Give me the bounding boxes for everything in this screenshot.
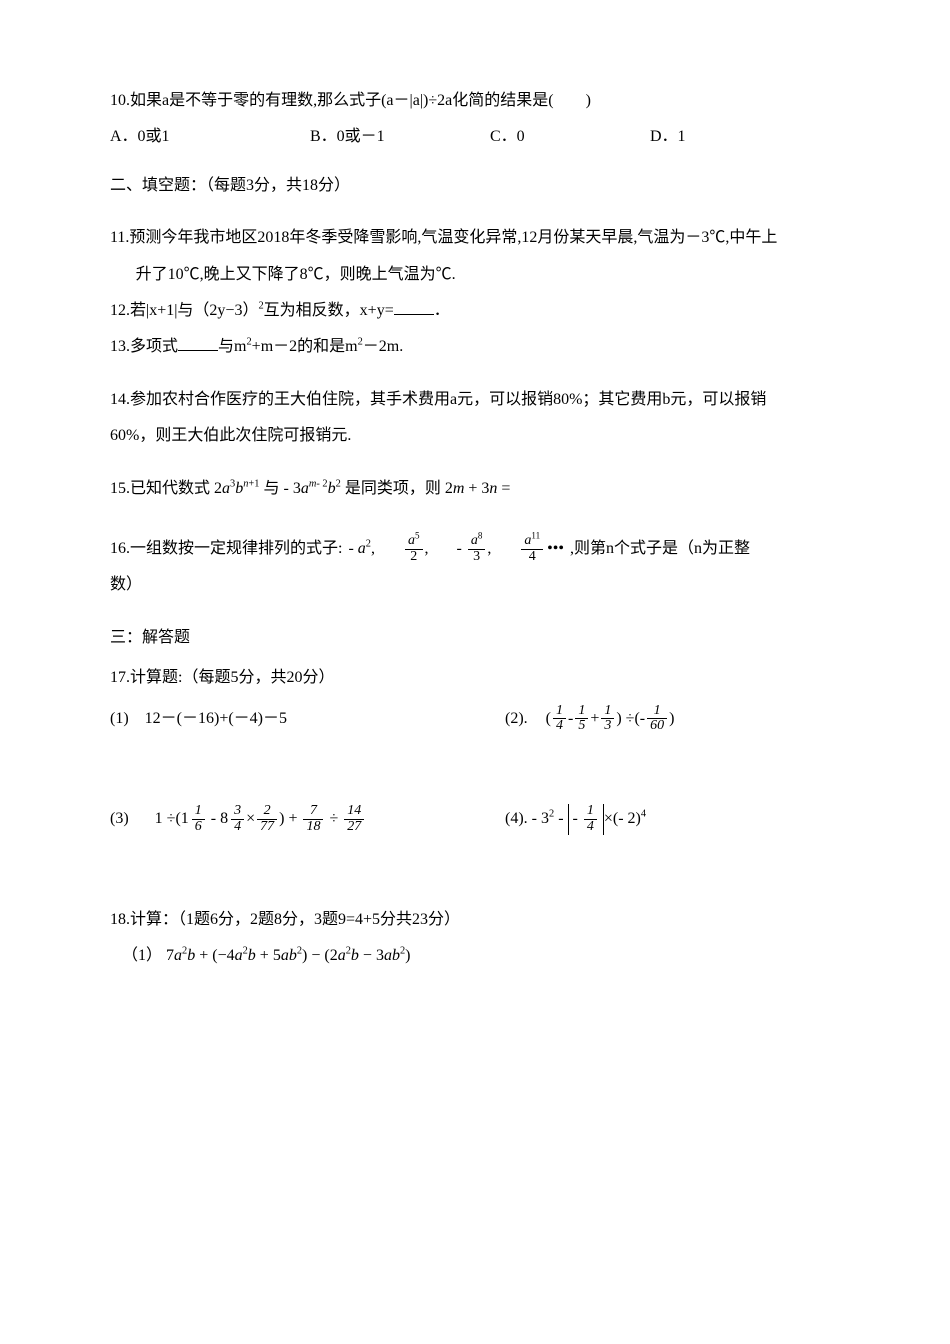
seq-term-1: - a2, [348, 534, 375, 564]
q13-d: －2m. [363, 338, 403, 355]
q10-text: 10.如果a是不等于零的有理数,那么式子(a－|a|)÷2a化简的结果是( ) [110, 86, 840, 116]
q17-2: (2). (14-15+13) ÷(-160) [445, 704, 840, 735]
dots: ••• [547, 540, 564, 557]
q12-a: 12.若|x+1|与（2y−3） [110, 302, 258, 319]
seq-term-2: a52, [403, 534, 429, 565]
seq-term-4: a114••• [519, 534, 564, 565]
q17-2-expr: (14-15+13) ÷(-160) [546, 710, 675, 727]
q13-a: 13.多项式 [110, 338, 178, 355]
q17-2-label: (2). [505, 710, 528, 727]
q18-title: 18.计算：（1题6分，2题8分，3题9=4+5分共23分） [110, 905, 840, 935]
q14-line2: 60%，则王大伯此次住院可报销元. [110, 421, 840, 451]
q16-a: 16.一组数按一定规律排列的式子: [110, 534, 342, 564]
q10-choice-d: D．1 [650, 122, 770, 152]
q13-b: 与m [218, 338, 246, 355]
q16-sequence: - a2, a52, - a83, a114••• [348, 534, 564, 565]
q10-choice-c: C．0 [490, 122, 650, 152]
q12-b: 互为相反数，x+y= [264, 302, 394, 319]
q16-c: 数） [110, 570, 840, 600]
q17-1-label: (1) 12－(－16)+(－4)－5 [110, 710, 287, 727]
seq-term-3: - a83, [457, 534, 492, 565]
q17-row2: (3) 1 ÷(116 - 834×277) + 718 ÷ 1427 (4).… [110, 804, 840, 835]
q15-eq: 2m + 3n = [445, 480, 511, 497]
q12-c: ． [434, 302, 450, 319]
q17-row1: (1) 12－(－16)+(－4)－5 (2). (14-15+13) ÷(-1… [110, 704, 840, 735]
q10-choice-b: B．0或－1 [310, 122, 490, 152]
q15-expr-left: 2a3bn+1 [214, 480, 259, 497]
section3-title: 三：解答题 [110, 623, 840, 653]
q12-blank [394, 298, 434, 315]
q15-expr-right: - 3am- 2b2 [284, 480, 341, 497]
q16: 16.一组数按一定规律排列的式子: - a2, a52, - a83, a114… [110, 534, 840, 565]
q15-b: 是同类项，则 [345, 480, 441, 497]
q15-a: 15.已知代数式 [110, 480, 210, 497]
q15: 15.已知代数式 2a3bn+1 与 - 3am- 2b2 是同类项，则 2m … [110, 474, 840, 504]
q13-blank [178, 334, 218, 351]
q18-1-label: （1） [122, 947, 162, 964]
q17-3-label: (3) [110, 810, 129, 827]
section2-title: 二、填空题：（每题3分，共18分） [110, 171, 840, 201]
q17-3: (3) 1 ÷(116 - 834×277) + 718 ÷ 1427 [110, 804, 445, 835]
q17-4-label: (4). [505, 810, 528, 827]
exam-page: 10.如果a是不等于零的有理数,那么式子(a－|a|)÷2a化简的结果是( ) … [0, 0, 950, 1344]
q13: 13.多项式与m2+m－2的和是m2－2m. [110, 332, 840, 362]
q10-choice-a: A．0或1 [110, 122, 310, 152]
q15-mid: 与 [263, 480, 279, 497]
q12: 12.若|x+1|与（2y−3）2互为相反数，x+y=． [110, 296, 840, 326]
q14-line1: 14.参加农村合作医疗的王大伯住院，其手术费用a元，可以报销80%；其它费用b元… [110, 385, 840, 415]
q18-1: （1） 7a2b + (−4a2b + 5ab2) − (2a2b − 3ab2… [110, 941, 840, 971]
q17-4: (4). - 32 - - 14×(- 2)4 [445, 804, 840, 835]
q13-c: +m－2的和是m [252, 338, 358, 355]
q17-4-expr: - 32 - - 14×(- 2)4 [532, 810, 646, 827]
q17-1: (1) 12－(－16)+(－4)－5 [110, 704, 445, 735]
q10-choices: A．0或1 B．0或－1 C．0 D．1 [110, 122, 840, 152]
q11-line2: 升了10℃,晚上又下降了8℃，则晚上气温为℃. [110, 260, 840, 290]
q11-line1: 11.预测今年我市地区2018年冬季受降雪影响,气温变化异常,12月份某天早晨,… [110, 223, 840, 253]
q17-3-expr: 1 ÷(116 - 834×277) + 718 ÷ 1427 [155, 810, 367, 827]
q17-title: 17.计算题:（每题5分，共20分） [110, 663, 840, 693]
q16-b: ,则第n个式子是（n为正整 [570, 534, 750, 564]
q18-1-expr: 7a2b + (−4a2b + 5ab2) − (2a2b − 3ab2) [166, 947, 410, 964]
